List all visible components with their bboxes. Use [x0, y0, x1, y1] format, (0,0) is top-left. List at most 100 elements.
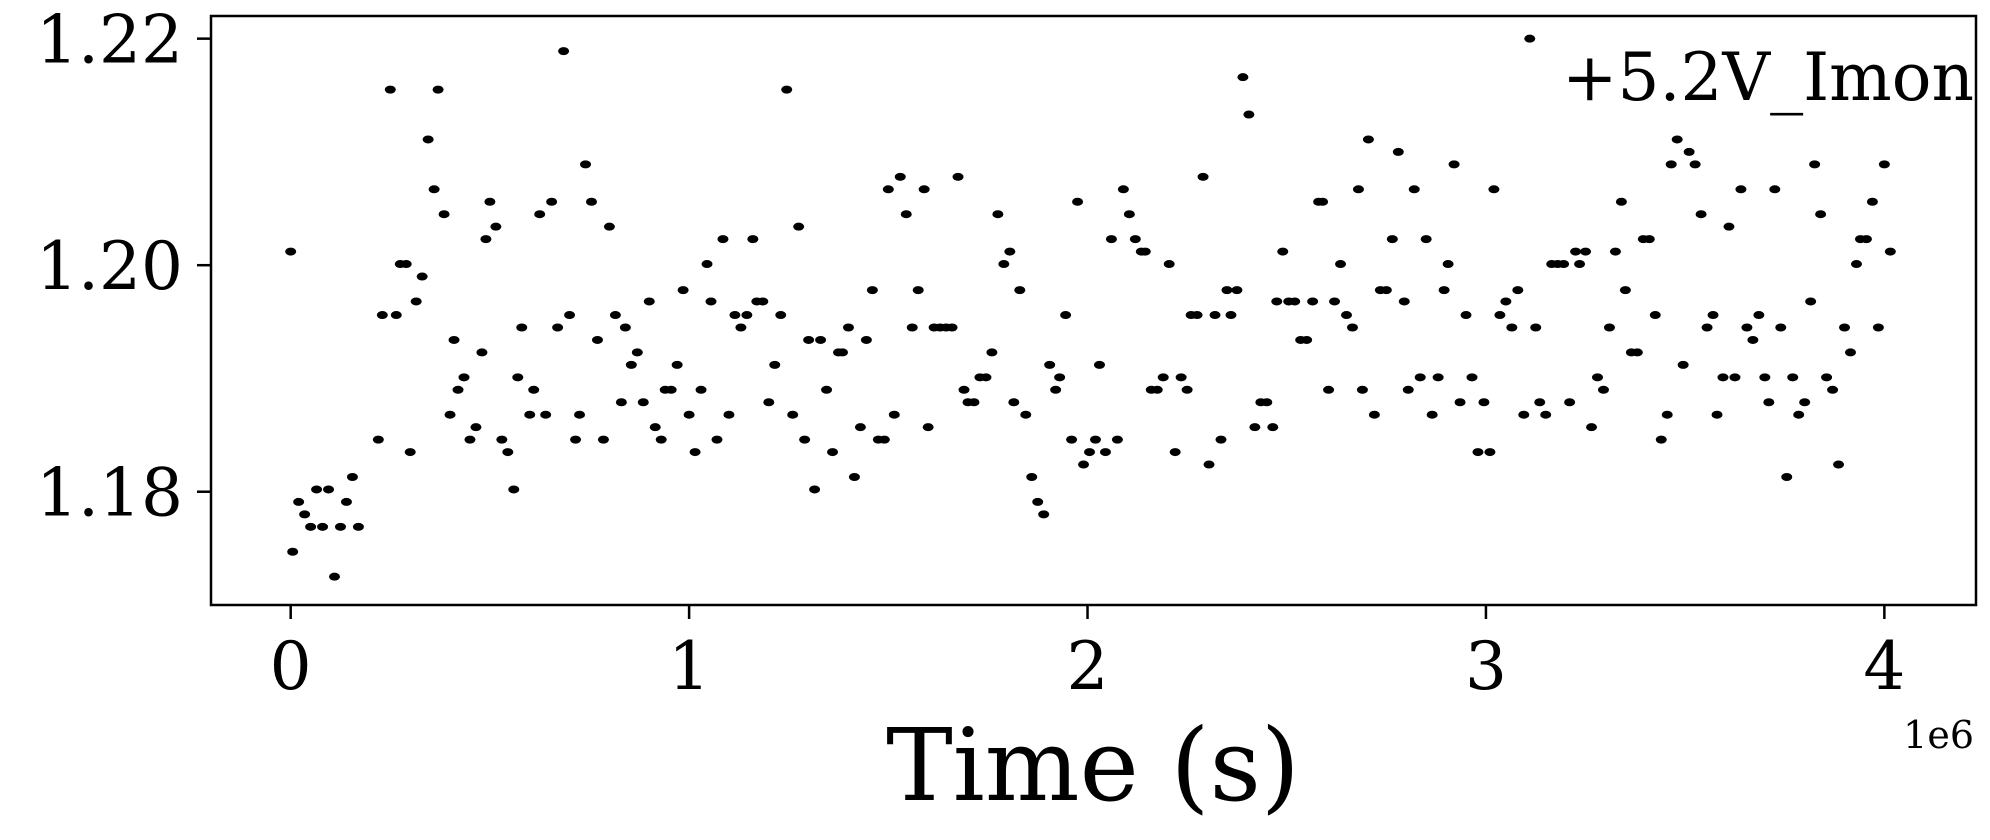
data-point	[1530, 323, 1542, 332]
data-point	[1609, 247, 1621, 256]
x-tick-label: 3	[1465, 628, 1507, 705]
data-point	[1448, 160, 1460, 169]
data-point	[1231, 286, 1243, 295]
data-point	[1249, 423, 1261, 432]
data-point	[1129, 235, 1141, 244]
data-point	[1753, 311, 1765, 320]
data-point	[1368, 410, 1380, 419]
data-point	[1209, 311, 1221, 320]
data-point	[918, 185, 930, 194]
data-point	[540, 410, 552, 419]
data-point	[735, 323, 747, 332]
data-point	[1775, 323, 1787, 332]
data-point	[1307, 297, 1319, 306]
data-point	[416, 272, 428, 281]
data-point	[701, 260, 713, 269]
data-point	[900, 210, 912, 219]
data-point	[1346, 323, 1358, 332]
data-point	[422, 135, 434, 144]
data-point	[1570, 247, 1582, 256]
data-point	[1683, 147, 1695, 156]
data-point	[986, 348, 998, 357]
data-point	[1157, 373, 1169, 382]
data-point	[1649, 311, 1661, 320]
data-point	[1289, 297, 1301, 306]
data-point	[1500, 297, 1512, 306]
data-point	[323, 485, 335, 494]
data-point	[1866, 197, 1878, 206]
data-point	[1747, 335, 1759, 344]
y-tick-label: 1.18	[36, 455, 183, 532]
data-point	[631, 348, 643, 357]
x-tick-label: 4	[1863, 628, 1905, 705]
data-point	[400, 260, 412, 269]
data-point	[534, 210, 546, 219]
data-point	[458, 373, 470, 382]
data-point	[821, 385, 833, 394]
data-point	[1574, 260, 1586, 269]
data-point	[842, 323, 854, 332]
data-point	[448, 335, 460, 344]
data-point	[946, 323, 958, 332]
plot-area-frame	[209, 14, 1978, 607]
data-point	[860, 335, 872, 344]
data-point	[1769, 185, 1781, 194]
data-points-layer	[285, 34, 1896, 581]
data-point	[1466, 373, 1478, 382]
data-point	[747, 235, 759, 244]
data-point	[508, 485, 520, 494]
data-point	[334, 522, 346, 531]
data-point	[1123, 210, 1135, 219]
data-point	[769, 360, 781, 369]
data-point	[376, 311, 388, 320]
data-point	[952, 172, 964, 181]
data-point	[490, 222, 502, 231]
data-point	[524, 410, 536, 419]
data-point	[1484, 448, 1496, 457]
data-point	[1392, 147, 1404, 156]
data-point	[1111, 435, 1123, 444]
data-point	[1008, 398, 1020, 407]
data-point	[1261, 398, 1273, 407]
data-point	[1512, 286, 1524, 295]
data-point	[287, 547, 299, 556]
data-point	[799, 435, 811, 444]
data-point	[1181, 385, 1193, 394]
data-point	[1335, 260, 1347, 269]
data-point	[980, 373, 992, 382]
data-point	[775, 311, 787, 320]
data-point	[1340, 311, 1352, 320]
data-point	[1454, 398, 1466, 407]
data-point	[597, 435, 609, 444]
data-point	[677, 286, 689, 295]
data-point	[1352, 185, 1364, 194]
data-point	[787, 410, 799, 419]
data-point	[564, 311, 576, 320]
data-point	[643, 297, 655, 306]
data-point	[655, 435, 667, 444]
data-point	[1044, 360, 1056, 369]
data-point	[1580, 247, 1592, 256]
data-point	[1408, 185, 1420, 194]
data-point	[906, 323, 918, 332]
data-point	[689, 448, 701, 457]
data-point	[570, 435, 582, 444]
data-point	[1655, 435, 1667, 444]
data-point	[1197, 172, 1209, 181]
data-point	[1386, 235, 1398, 244]
data-point	[1564, 398, 1576, 407]
data-point	[285, 247, 297, 256]
data-point	[1763, 398, 1775, 407]
data-point	[1884, 247, 1896, 256]
data-point	[1329, 297, 1341, 306]
data-point	[1169, 448, 1181, 457]
data-point	[1729, 373, 1741, 382]
data-point	[1597, 385, 1609, 394]
x-tick-label: 0	[270, 628, 312, 705]
data-point	[827, 448, 839, 457]
data-point	[1237, 73, 1249, 82]
data-point	[894, 172, 906, 181]
data-point	[809, 485, 821, 494]
data-point	[452, 385, 464, 394]
data-point	[1191, 311, 1203, 320]
